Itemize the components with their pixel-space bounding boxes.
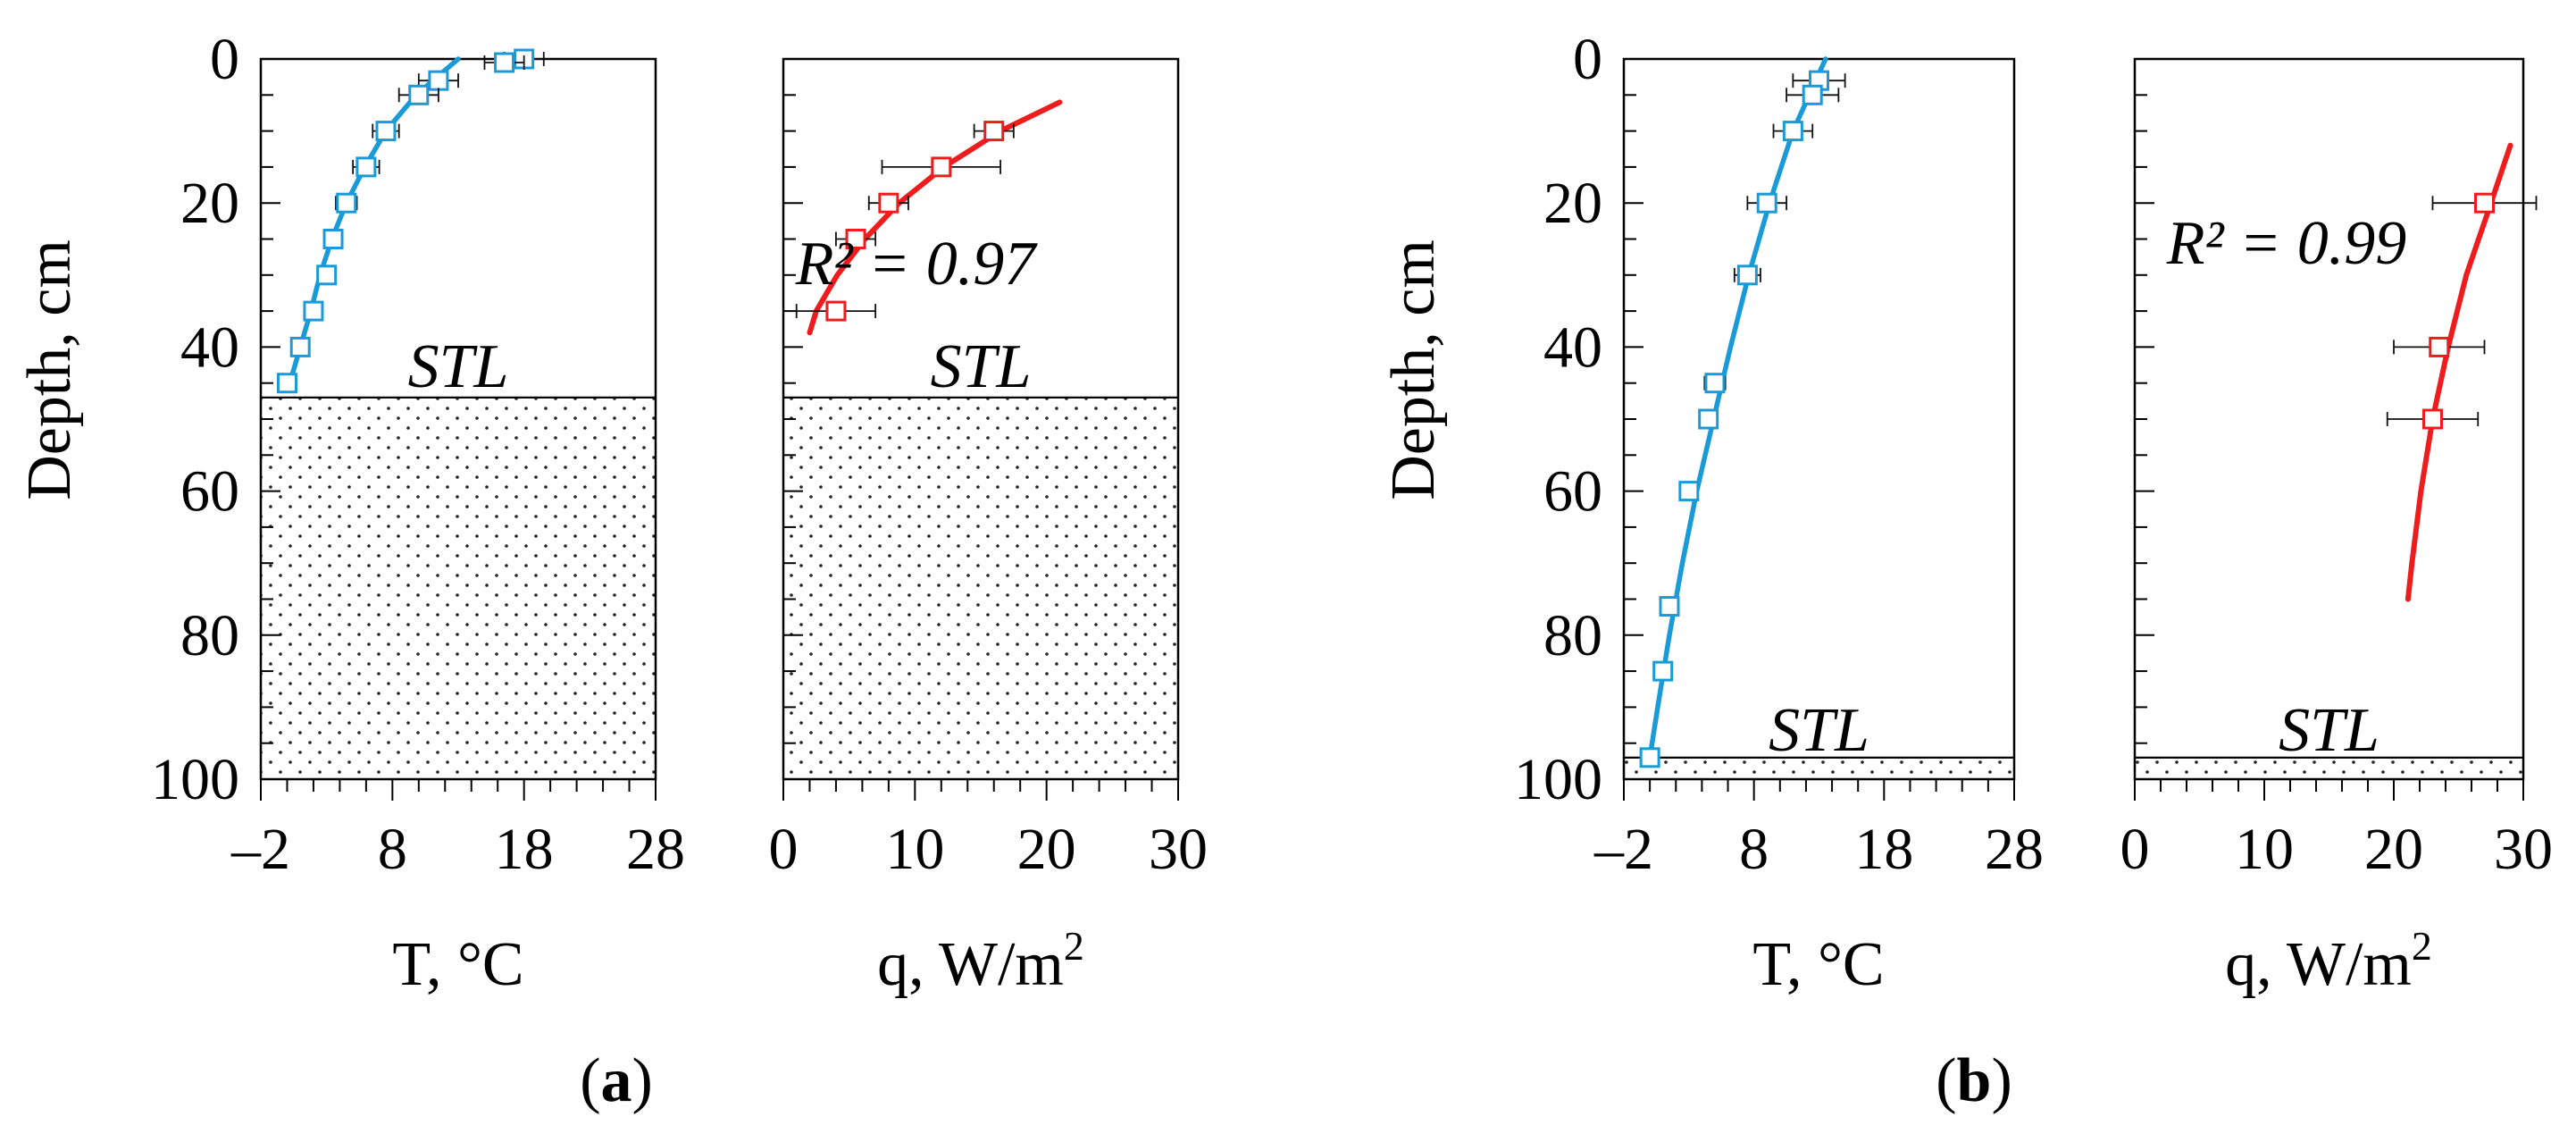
- x-axis-title: q, W/m2: [877, 923, 1084, 999]
- panel-a-heat-flux: STL 0 10 20 30 q, W/m2 R² = 0.97: [769, 57, 1208, 999]
- data-point: [322, 229, 344, 249]
- data-point: [1659, 596, 1680, 617]
- x-axis-title: q, W/m2: [2225, 923, 2432, 999]
- y-tick-label: 100: [151, 747, 239, 812]
- data-point: [303, 300, 324, 322]
- panel-b-temperature: STL 0 20 40 60 80 100–2 8 18 28 T, °C Depth, cm: [1379, 27, 2044, 999]
- y-tick-label: 60: [180, 459, 239, 525]
- data-point: [845, 229, 866, 249]
- x-axis-title-text: T, °C: [392, 930, 523, 999]
- y-tick-label: 40: [180, 315, 239, 380]
- y-tick-label: 60: [1543, 459, 1602, 525]
- x-tick-label: 18: [495, 817, 554, 882]
- x-axis-title: T, °C: [392, 930, 523, 999]
- data-point: [289, 336, 311, 357]
- y-tick-label: 0: [210, 27, 239, 92]
- x-axis-title-text: q, W/m: [2225, 930, 2412, 999]
- data-point: [336, 192, 357, 214]
- x-axis-title-superscript: 2: [1064, 923, 1084, 969]
- data-point: [1652, 660, 1674, 682]
- x-axis-title-text: T, °C: [1752, 930, 1884, 999]
- r-squared-annotation: R² = 0.99: [2166, 209, 2406, 278]
- y-tick-label: 100: [1514, 747, 1602, 812]
- panel-a-temperature: STL 0 20 40 60 80 100–2 8 18 28 T, °C Depth, cm: [15, 27, 685, 999]
- subfigure-label-a: (a): [580, 1046, 653, 1115]
- layer-block: [260, 396, 657, 780]
- data-point: [2429, 336, 2450, 357]
- data-point: [2474, 192, 2495, 214]
- y-tick-label: 20: [180, 171, 239, 236]
- x-tick-label: 30: [2494, 817, 2553, 882]
- data-point: [428, 70, 449, 91]
- data-point: [1639, 747, 1660, 768]
- y-tick-label: 20: [1543, 171, 1602, 236]
- x-tick-label: 20: [2364, 817, 2423, 882]
- fit-curve: [2405, 142, 2513, 602]
- data-point: [1698, 408, 1719, 430]
- x-tick-label: –2: [230, 817, 290, 882]
- data-point: [1756, 192, 1777, 214]
- x-tick-label: 18: [1854, 817, 1913, 882]
- data-point: [1736, 264, 1758, 286]
- x-axis-title-text: q, W/m: [877, 930, 1064, 999]
- x-tick-label: 0: [2120, 817, 2150, 882]
- data-point: [878, 192, 899, 214]
- x-tick-label: –2: [1593, 817, 1653, 882]
- layer-block: [782, 396, 1179, 780]
- subfigure-label-b: (b): [1936, 1046, 2012, 1115]
- layer-label: STL: [1769, 696, 1869, 765]
- plot-frame: [1622, 57, 2016, 781]
- y-axis-title: Depth, cm: [1379, 239, 1448, 500]
- data-point: [825, 300, 847, 322]
- data-point: [1802, 84, 1823, 105]
- x-tick-label: 28: [1985, 817, 2044, 882]
- data-point: [375, 121, 397, 142]
- data-point: [2422, 408, 2443, 430]
- panel-b-heat-flux: STL 0 10 20 30 q, W/m2 R² = 0.99: [2120, 57, 2553, 999]
- x-axis-title: T, °C: [1752, 930, 1884, 999]
- layer-label: STL: [2279, 696, 2379, 765]
- fit-curve: [1647, 56, 1828, 760]
- y-tick-label: 0: [1573, 27, 1602, 92]
- x-tick-label: 10: [2235, 817, 2294, 882]
- data-point: [931, 156, 952, 178]
- data-point: [408, 84, 430, 105]
- x-axis-title-superscript: 2: [2412, 923, 2432, 969]
- data-point: [355, 156, 377, 178]
- y-tick-label: 40: [1543, 315, 1602, 380]
- fit-curve: [287, 56, 461, 386]
- data-point: [316, 264, 338, 286]
- y-axis-title: Depth, cm: [15, 239, 84, 500]
- y-tick-label: 80: [180, 603, 239, 668]
- y-tick-label: 80: [1543, 603, 1602, 668]
- x-tick-label: 8: [378, 817, 407, 882]
- data-point: [1704, 373, 1726, 394]
- data-point: [983, 121, 1005, 142]
- data-point: [1782, 121, 1803, 142]
- r-squared-annotation: R² = 0.97: [795, 230, 1038, 298]
- data-point: [494, 52, 515, 73]
- x-tick-label: 10: [885, 817, 944, 882]
- x-tick-label: 28: [626, 817, 685, 882]
- data-point: [276, 373, 297, 394]
- x-tick-label: 30: [1149, 817, 1208, 882]
- x-tick-label: 0: [769, 817, 799, 882]
- x-tick-label: 20: [1017, 817, 1076, 882]
- x-tick-label: 8: [1739, 817, 1769, 882]
- layer-label: STL: [408, 332, 509, 401]
- data-point: [1678, 481, 1700, 502]
- layer-label: STL: [931, 332, 1032, 401]
